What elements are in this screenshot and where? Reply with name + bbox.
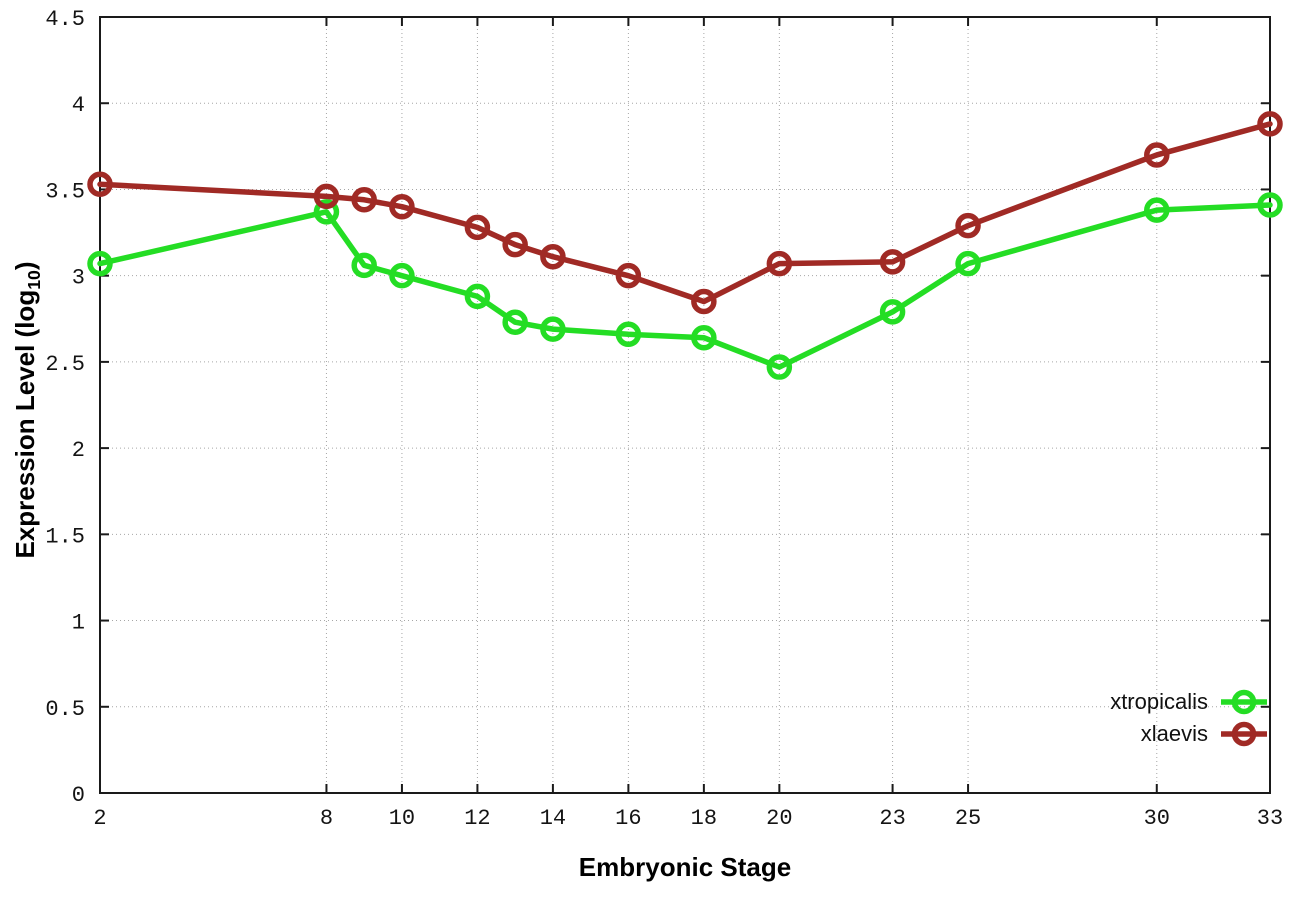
y-tick-label: 2 [72, 438, 85, 463]
y-tick-label: 3 [72, 266, 85, 291]
data-point-xtropicalis-stage-13 [502, 309, 528, 335]
data-point-xlaevis-stage-13 [502, 231, 528, 258]
data-point-xlaevis-stage-16 [615, 262, 642, 289]
legend-item-xlaevis: xlaevis [1110, 718, 1268, 750]
y-axis-title-suffix: ) [10, 261, 40, 271]
data-point-xlaevis-stage-33 [1257, 111, 1283, 137]
data-point-xtropicalis-stage-25 [955, 250, 981, 277]
y-tick-label: 1.5 [45, 524, 85, 549]
x-tick-label: 25 [955, 806, 981, 831]
x-tick-label: 30 [1144, 806, 1170, 831]
x-tick-label: 16 [615, 806, 641, 831]
data-point-xlaevis-stage-23 [879, 249, 906, 275]
y-tick-label: 1 [72, 611, 85, 636]
y-tick-label: 3.5 [45, 179, 85, 204]
x-tick-label: 23 [879, 806, 905, 831]
x-tick-label: 14 [540, 806, 566, 831]
data-point-xlaevis-stage-14 [540, 243, 566, 270]
data-point-xtropicalis-stage-33 [1257, 192, 1283, 218]
data-point-xtropicalis-stage-16 [615, 321, 642, 348]
data-point-xlaevis-stage-20 [766, 250, 793, 277]
data-point-xlaevis-stage-30 [1144, 142, 1170, 168]
data-point-xlaevis-stage-12 [464, 214, 491, 241]
data-point-xtropicalis-stage-23 [879, 299, 906, 325]
y-tick-label: 4.5 [45, 7, 85, 32]
x-tick-label: 10 [389, 806, 415, 831]
legend-sample-marker [1231, 689, 1257, 715]
legend-label-xtropicalis: xtropicalis [1110, 689, 1208, 714]
data-point-xtropicalis-stage-2 [87, 250, 113, 277]
y-tick-label: 4 [72, 93, 85, 118]
x-tick-label: 20 [766, 806, 792, 831]
series-line-xlaevis [97, 121, 1273, 305]
x-axis-title: Embryonic Stage [578, 852, 792, 882]
series-line-xtropicalis [97, 202, 1273, 370]
plot-border [99, 16, 1271, 794]
y-tick-label: 0 [72, 783, 85, 808]
y-tick-label: 0.5 [45, 697, 85, 722]
x-tick-label: 8 [320, 806, 333, 831]
line-point-sample-icon [1221, 689, 1267, 715]
data-point-xlaevis-stage-8 [313, 183, 340, 210]
y-axis-title-text: Expression Level (log [10, 289, 40, 559]
data-point-xtropicalis-stage-14 [540, 316, 566, 342]
line-point-sample-icon [1221, 721, 1267, 747]
data-point-xtropicalis-stage-10 [389, 262, 415, 289]
legend-item-xtropicalis: xtropicalis [1110, 686, 1268, 718]
x-tick-label: 33 [1257, 806, 1283, 831]
data-point-xtropicalis-stage-18 [691, 324, 717, 351]
data-point-xlaevis-stage-2 [87, 171, 113, 198]
data-point-xtropicalis-stage-9 [351, 252, 377, 279]
y-axis-title-subscript: 10 [24, 270, 45, 290]
data-point-xtropicalis-stage-30 [1144, 197, 1170, 223]
data-point-xlaevis-stage-10 [389, 193, 415, 220]
y-axis-title: Expression Level (log10) [10, 261, 45, 558]
legend-sample-marker [1231, 721, 1257, 747]
x-tick-label: 18 [691, 806, 717, 831]
x-tick-label: 12 [464, 806, 490, 831]
data-point-xtropicalis-stage-12 [464, 283, 491, 310]
y-tick-label: 2.5 [45, 352, 85, 377]
data-point-xtropicalis-stage-20 [766, 354, 793, 380]
data-point-xlaevis-stage-9 [351, 187, 377, 213]
data-point-xlaevis-stage-18 [691, 288, 717, 315]
data-point-xlaevis-stage-25 [955, 212, 981, 239]
x-tick-label: 2 [93, 806, 106, 831]
legend-label-xlaevis: xlaevis [1140, 721, 1208, 746]
data-point-xtropicalis-stage-8 [313, 199, 340, 225]
legend: xtropicalis xlaevis [1110, 686, 1268, 750]
